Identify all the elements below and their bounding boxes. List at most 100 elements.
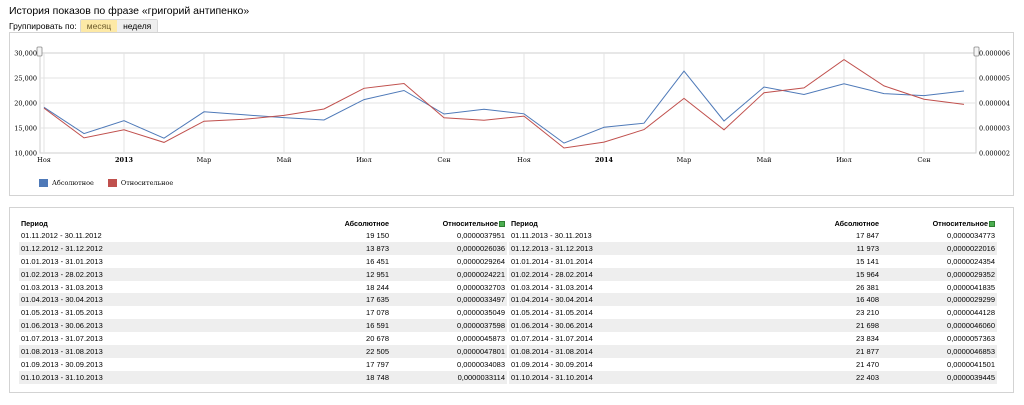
cell-absolute: 26 381 <box>856 282 879 292</box>
group-by-month-option[interactable]: месяц <box>80 20 118 32</box>
chart-legend: Абсолютное Относительное <box>39 179 187 187</box>
header-period: Период <box>21 218 48 228</box>
range-handle-left <box>36 46 43 57</box>
cell-period: 01.05.2013 - 31.05.2013 <box>21 308 103 318</box>
chart-panel: 30,000 0.000006 25,000 0.000005 20,000 0.0000… <box>9 32 1014 196</box>
header-absolute: Абсолютное <box>344 218 389 228</box>
group-by-week-option[interactable]: неделя <box>117 20 158 32</box>
cell-absolute: 13 873 <box>366 243 389 253</box>
cell-relative: 0,0000037951 <box>457 230 505 240</box>
x-tick-label: Май <box>277 156 292 164</box>
header-relative: Относительное <box>879 219 997 228</box>
x-tick-label: 2013 <box>115 156 134 164</box>
cell-relative: 0,0000032703 <box>457 282 505 292</box>
cell-period: 01.04.2013 - 30.04.2013 <box>21 295 103 305</box>
x-tick-label: Ноя <box>517 156 531 164</box>
cell-relative: 0,0000041501 <box>947 359 995 369</box>
cell-period: 01.07.2014 - 31.07.2014 <box>511 334 593 344</box>
legend-item-absolute[interactable]: Абсолютное <box>39 179 94 187</box>
cell-relative: 0,0000041835 <box>947 282 995 292</box>
cell-absolute: 17 078 <box>366 308 389 318</box>
cell-relative: 0,0000026036 <box>457 243 505 253</box>
cell-absolute: 21 698 <box>856 321 879 331</box>
cell-relative: 0,0000033114 <box>457 372 505 382</box>
cell-absolute: 18 748 <box>366 372 389 382</box>
table-row: 01.12.2013 - 31.12.2013 11 973 0,000002201… <box>509 241 997 255</box>
table-row: 01.11.2013 - 30.11.2013 17 847 0,000003477… <box>509 229 997 242</box>
cell-relative: 0,0000046853 <box>947 346 995 356</box>
cell-period: 01.09.2013 - 30.09.2013 <box>21 359 103 369</box>
cell-period: 01.05.2014 - 31.05.2014 <box>511 308 593 318</box>
cell-relative: 0,0000034083 <box>457 359 505 369</box>
legend-label-relative: Относительное <box>120 179 174 187</box>
legend-swatch-absolute <box>39 179 48 187</box>
cell-absolute: 17 847 <box>856 230 879 240</box>
cell-period: 01.01.2014 - 31.01.2014 <box>511 256 593 266</box>
header-absolute: Абсолютное <box>834 218 879 228</box>
y-right-tick-label: 0.000004 <box>979 100 1010 108</box>
x-tick-label: Май <box>757 156 772 164</box>
legend-swatch-relative <box>107 179 117 187</box>
cell-relative: 0,0000024354 <box>947 256 995 266</box>
header-relative-label: Относительное <box>442 218 498 228</box>
table-row: 01.04.2014 - 30.04.2014 16 408 0,000002929… <box>509 293 997 307</box>
cell-period: 01.06.2013 - 30.06.2013 <box>21 321 103 331</box>
cell-relative: 0,0000029299 <box>947 295 995 305</box>
table-row: 01.07.2014 - 31.07.2014 23 834 0,000005736… <box>509 332 997 345</box>
cell-relative: 0,0000046060 <box>947 321 995 331</box>
table-row: 01.04.2013 - 30.04.2013 17 635 0,000003349… <box>19 293 507 307</box>
cell-absolute: 19 150 <box>366 230 389 240</box>
table-row: 01.02.2013 - 28.02.2013 12 951 0,000002422… <box>19 267 507 281</box>
cell-relative: 0,0000045873 <box>457 334 505 344</box>
table-row: 01.01.2014 - 31.01.2014 15 141 0,000002435… <box>509 255 997 268</box>
cell-relative: 0,0000029352 <box>947 269 995 279</box>
y-left-tick-label: 20,000 <box>14 100 37 108</box>
cell-period: 01.04.2014 - 30.04.2014 <box>511 295 593 305</box>
cell-relative: 0,0000033497 <box>457 295 505 305</box>
cell-period: 01.11.2013 - 30.11.2013 <box>511 230 592 240</box>
export-icon[interactable] <box>499 220 505 227</box>
cell-period: 01.08.2013 - 31.08.2013 <box>21 346 103 356</box>
cell-absolute: 12 951 <box>366 269 389 279</box>
cell-period: 01.07.2013 - 31.07.2013 <box>21 334 103 344</box>
cell-absolute: 15 141 <box>856 256 879 266</box>
y-left-tick-label: 25,000 <box>14 75 37 83</box>
export-icon[interactable] <box>989 220 995 227</box>
table-row: 01.12.2012 - 31.12.2012 13 873 0,000002603… <box>19 241 507 255</box>
x-tick-label: 2014 <box>595 156 614 164</box>
cell-absolute: 17 635 <box>366 295 389 305</box>
cell-absolute: 22 403 <box>856 372 879 382</box>
table-header-row: Период Абсолютное Относительное <box>19 217 507 229</box>
table-header-row: Период Абсолютное Относительное <box>509 217 997 229</box>
cell-period: 01.10.2013 - 31.10.2013 <box>21 372 103 382</box>
cell-period: 01.12.2012 - 31.12.2012 <box>21 243 103 253</box>
cell-absolute: 18 244 <box>366 282 389 292</box>
group-by-switch: месяц неделя <box>79 19 159 33</box>
cell-period: 01.11.2012 - 30.11.2012 <box>21 230 102 240</box>
table-row: 01.07.2013 - 31.07.2013 20 678 0,000004587… <box>19 332 507 345</box>
cell-period: 01.01.2013 - 31.01.2013 <box>21 256 103 266</box>
cell-period: 01.03.2013 - 31.03.2013 <box>21 282 103 292</box>
table-row: 01.09.2014 - 30.09.2014 21 470 0,000004150… <box>509 358 997 371</box>
table-row: 01.06.2014 - 30.06.2014 21 698 0,000004606… <box>509 319 997 333</box>
legend-item-relative[interactable]: Относительное <box>107 179 174 187</box>
page-title: История показов по фразе «григорий антип… <box>9 5 250 17</box>
x-tick-label: Мар <box>197 156 212 164</box>
cell-absolute: 21 470 <box>856 359 879 369</box>
cell-relative: 0,0000024221 <box>457 269 505 279</box>
table-row: 01.08.2013 - 31.08.2013 22 505 0,000004780… <box>19 345 507 358</box>
x-tick-label: Сен <box>917 156 930 164</box>
table-row: 01.02.2014 - 28.02.2014 15 964 0,000002935… <box>509 267 997 281</box>
stats-table-left: Период Абсолютное Относительное 01.11.20… <box>19 217 507 384</box>
stats-table-right: Период Абсолютное Относительное 01.11.20… <box>509 217 997 384</box>
range-handle-right <box>973 46 980 57</box>
cell-absolute: 16 591 <box>366 321 389 331</box>
cell-relative: 0,0000047801 <box>457 346 505 356</box>
table-row: 01.10.2014 - 31.10.2014 22 403 0,000003944… <box>509 370 997 384</box>
cell-period: 01.02.2013 - 28.02.2013 <box>21 269 103 279</box>
cell-relative: 0,0000029264 <box>457 256 505 266</box>
cell-relative: 0,0000039445 <box>947 372 995 382</box>
y-left-tick-label: 10,000 <box>14 150 37 158</box>
table-row: 01.03.2014 - 31.03.2014 26 381 0,000004183… <box>509 281 997 294</box>
cell-relative: 0,0000034773 <box>947 230 995 240</box>
